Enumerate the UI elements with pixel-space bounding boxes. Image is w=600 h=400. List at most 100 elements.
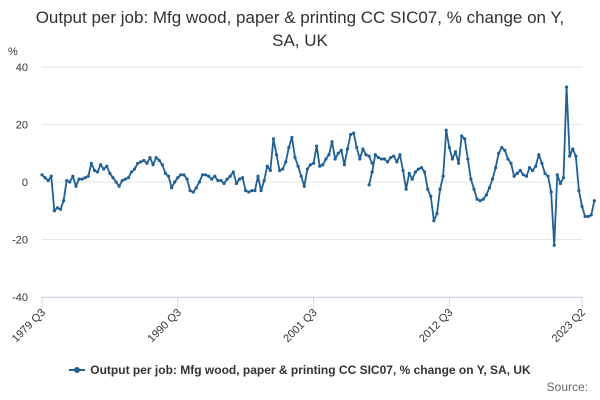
data-point [237, 177, 242, 181]
data-point [216, 178, 220, 183]
data-point [68, 180, 72, 184]
data-point [527, 166, 532, 170]
data-point [197, 180, 201, 184]
data-point [231, 170, 235, 174]
data-point [170, 186, 174, 190]
data-point [308, 163, 313, 167]
data-point [148, 155, 152, 160]
data-point [284, 160, 288, 164]
data-point [71, 174, 75, 178]
data-point [543, 171, 547, 175]
data-point [423, 170, 427, 174]
data-point [521, 173, 525, 177]
x-tick-label: 2023 Q2 [550, 307, 588, 345]
data-point [447, 145, 451, 150]
data-point [55, 206, 60, 210]
data-point [126, 176, 130, 180]
data-point [531, 168, 535, 173]
data-point [136, 161, 140, 165]
data-point [558, 181, 563, 186]
data-point [262, 178, 266, 183]
data-point [213, 174, 217, 178]
data-point [46, 178, 50, 183]
series-line-segment [41, 132, 373, 212]
data-point [299, 174, 303, 178]
data-point [256, 174, 260, 178]
data-point [132, 167, 137, 171]
data-point [367, 183, 371, 187]
data-point [472, 187, 476, 191]
data-point [370, 161, 374, 165]
data-point [429, 194, 433, 198]
legend-label: Output per job: Mfg wood, paper & printi… [90, 363, 531, 377]
data-point [592, 199, 596, 203]
data-point [145, 161, 149, 165]
data-point [281, 167, 285, 171]
data-point [210, 177, 214, 181]
data-point [494, 166, 498, 170]
data-point [83, 176, 87, 180]
data-point [108, 171, 112, 175]
data-point [259, 189, 263, 193]
data-point [117, 184, 121, 188]
data-point [469, 177, 473, 181]
data-point [65, 178, 69, 183]
data-point [546, 174, 550, 178]
legend-line-marker-icon [69, 365, 86, 375]
data-point [564, 85, 569, 89]
data-point [463, 137, 467, 141]
data-point [244, 189, 248, 193]
data-point [43, 176, 47, 180]
data-point [500, 145, 504, 150]
data-point [185, 177, 189, 181]
data-point [413, 170, 417, 174]
data-point [194, 186, 198, 190]
data-point [142, 158, 146, 163]
legend[interactable]: Output per job: Mfg wood, paper & printi… [0, 363, 600, 377]
data-point [92, 168, 97, 173]
data-point [247, 190, 251, 194]
data-point [537, 153, 541, 157]
data-point [509, 161, 513, 165]
data-point [203, 173, 208, 177]
data-point [490, 177, 495, 181]
data-point [392, 154, 396, 158]
data-point [324, 157, 328, 161]
data-point [40, 173, 44, 177]
data-point [305, 167, 309, 171]
data-point [577, 189, 581, 193]
data-point [358, 157, 362, 161]
data-point [484, 193, 488, 197]
data-point [361, 147, 365, 151]
y-tick-label: 40 [16, 62, 28, 74]
data-point [154, 155, 158, 160]
data-point [583, 214, 587, 219]
y-tick-label: -40 [12, 292, 28, 304]
x-axis: 1979 Q3 1990 Q3 2001 Q3 2012 Q3 2023 Q2 [10, 297, 588, 345]
data-point [268, 168, 272, 173]
data-point [561, 176, 566, 180]
data-point [240, 176, 245, 180]
data-point [200, 173, 205, 177]
data-point [265, 164, 269, 168]
data-point [481, 197, 485, 201]
data-point [176, 176, 180, 180]
source-label: Source: [546, 380, 588, 394]
data-point [333, 157, 337, 161]
data-point [253, 189, 257, 193]
x-tick-label: 2012 Q3 [417, 307, 455, 345]
data-point [419, 166, 424, 170]
data-point [330, 140, 334, 144]
data-point [191, 190, 195, 194]
data-point [441, 174, 445, 178]
data-point [456, 161, 461, 165]
data-point [278, 168, 282, 173]
x-tick-label: 2001 Q3 [281, 307, 319, 345]
y-axis-ticks: 40 20 0 -20 -40 [12, 62, 28, 304]
data-point [552, 243, 556, 247]
data-point [120, 178, 124, 183]
data-point [287, 145, 291, 150]
data-point [160, 163, 164, 167]
data-point [389, 155, 393, 160]
